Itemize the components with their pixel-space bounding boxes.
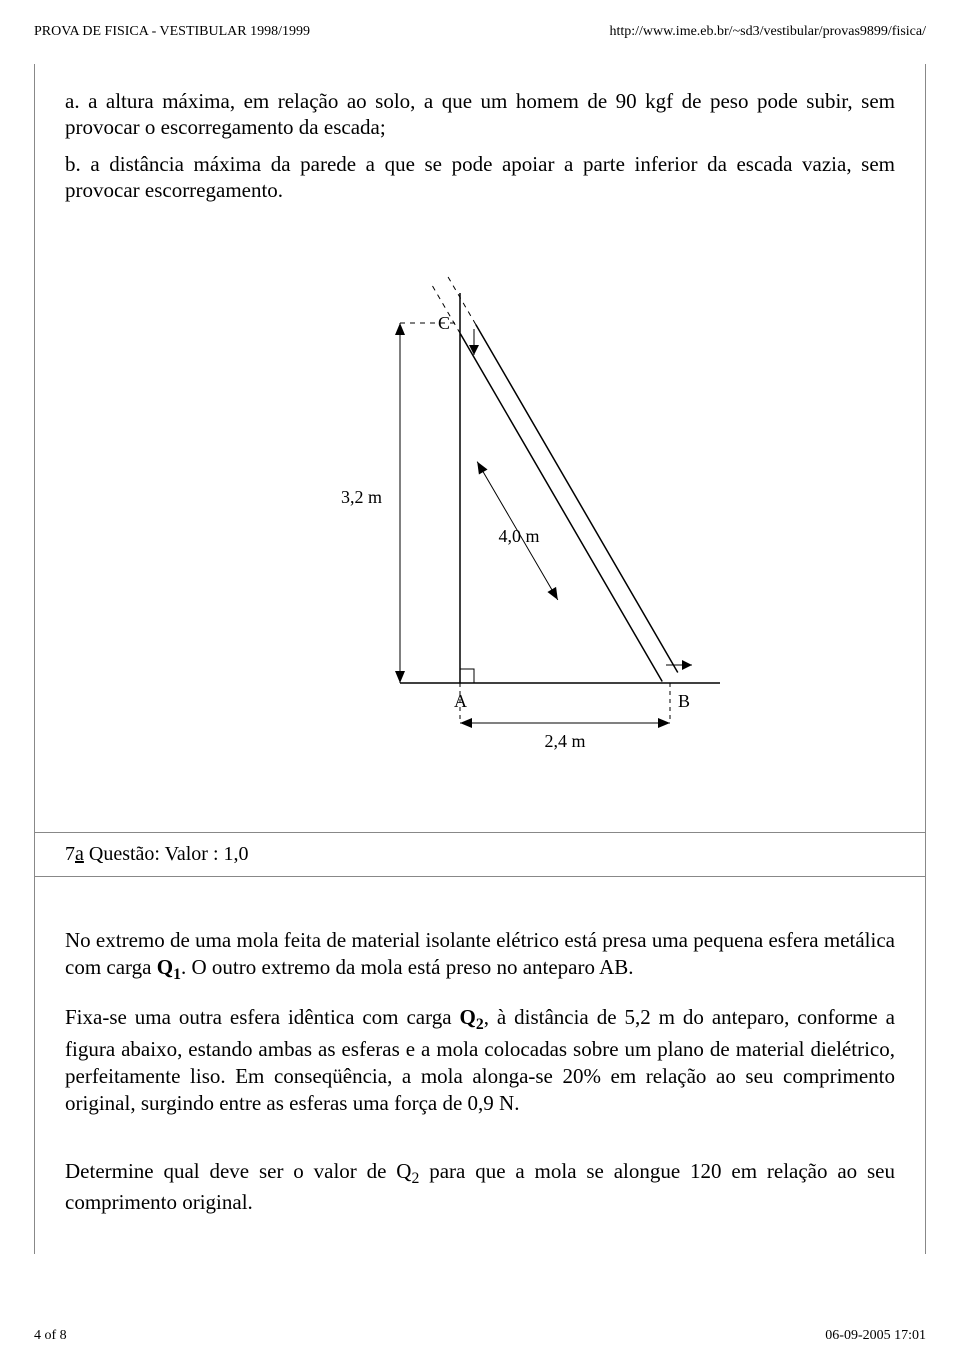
q7-p1-text-b: . O outro extremo da mola está preso no … xyxy=(181,955,634,979)
footer-right: 06-09-2005 17:01 xyxy=(825,1328,926,1344)
item-a: a. a altura máxima, em relação ao solo, … xyxy=(65,88,895,141)
q7-q1-symbol: Q1 xyxy=(157,955,181,979)
svg-text:C: C xyxy=(438,313,450,333)
item-a-text: a altura máxima, em relação ao solo, a q… xyxy=(65,89,895,139)
q7-q2-symbol: Q2 xyxy=(459,1005,483,1029)
question-header-rest: Questão: Valor : 1,0 xyxy=(84,843,249,865)
page-footer: 4 of 8 06-09-2005 17:01 xyxy=(34,1328,926,1344)
q7-p3-text-a: Determine qual deve ser o valor de Q xyxy=(65,1159,411,1183)
item-a-label: a. xyxy=(65,89,80,113)
svg-text:4,0 m: 4,0 m xyxy=(498,526,539,546)
q7-paragraph-1: No extremo de uma mola feita de material… xyxy=(65,927,895,986)
q7-p2-text-a: Fixa-se uma outra esfera idêntica com ca… xyxy=(65,1005,459,1029)
item-b-label: b. xyxy=(65,152,81,176)
page-header-left: PROVA DE FISICA - VESTIBULAR 1998/1999 xyxy=(34,24,310,40)
prev-question-block: a. a altura máxima, em relação ao solo, … xyxy=(35,64,925,832)
page-header-right: http://www.ime.eb.br/~sd3/vestibular/pro… xyxy=(609,24,926,40)
svg-text:B: B xyxy=(678,691,690,711)
question-7-body: No extremo de uma mola feita de material… xyxy=(35,877,925,1254)
question-7-header: 7a Questão: Valor : 1,0 xyxy=(35,832,925,877)
ladder-diagram: 3,2 m 2,4 m 4,0 m C A B xyxy=(230,243,730,788)
question-number: 7 xyxy=(65,843,75,865)
content-frame: a. a altura máxima, em relação ao solo, … xyxy=(34,64,926,1254)
footer-left: 4 of 8 xyxy=(34,1328,67,1344)
q7-paragraph-2: Fixa-se uma outra esfera idêntica com ca… xyxy=(65,1004,895,1118)
item-b: b. a distância máxima da parede a que se… xyxy=(65,151,895,204)
q7-paragraph-3: Determine qual deve ser o valor de Q2 pa… xyxy=(65,1158,895,1217)
svg-text:3,2 m: 3,2 m xyxy=(341,487,382,507)
item-b-text: a distância máxima da parede a que se po… xyxy=(65,152,895,202)
svg-text:2,4 m: 2,4 m xyxy=(544,731,585,751)
svg-text:A: A xyxy=(454,691,467,711)
question-ordinal: a xyxy=(75,843,84,865)
